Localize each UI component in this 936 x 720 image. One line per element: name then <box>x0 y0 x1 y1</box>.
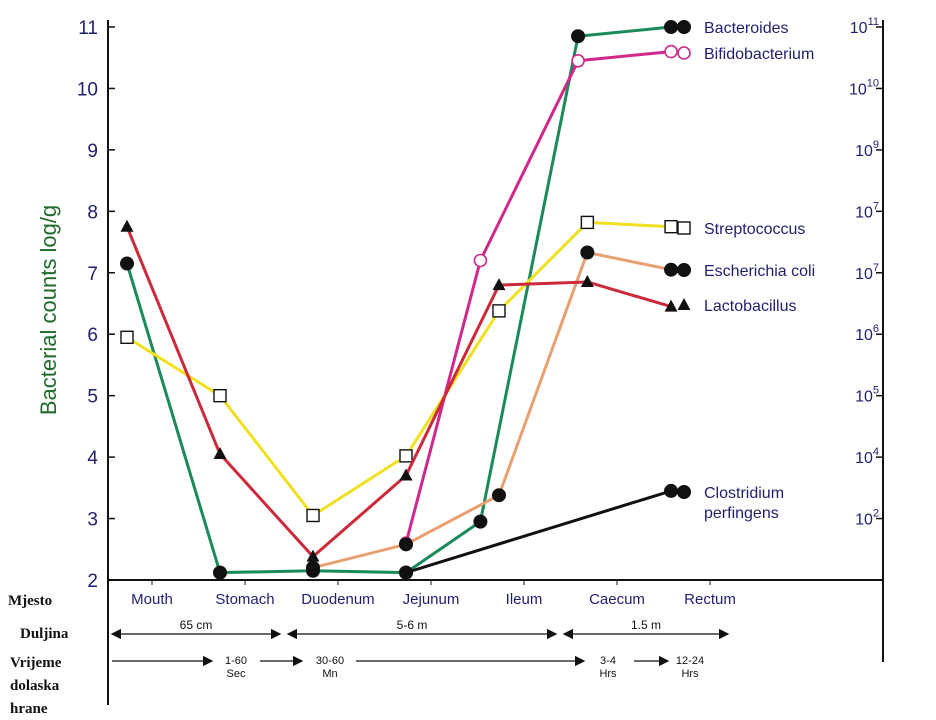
time-label-1-bottom: Sec <box>227 668 246 680</box>
legend-marker <box>677 298 691 310</box>
y-tick-label: 2 <box>87 571 98 592</box>
row-label-dolaska: dolaska <box>10 678 60 694</box>
y-axis-title: Bacterial counts log/g <box>36 205 61 415</box>
series-5 <box>399 483 679 580</box>
x-category-label: Jejunum <box>403 591 460 608</box>
length-label-oral: 65 cm <box>180 618 213 632</box>
data-point <box>492 304 506 318</box>
row-label-hrane: hrane <box>10 701 48 717</box>
y-tick-label: 9 <box>87 141 98 162</box>
legend-marker <box>677 20 691 34</box>
y-tick-label: 4 <box>87 448 98 469</box>
time-label-4-bottom: Hrs <box>681 668 699 680</box>
time-label-4-top: 12-24 <box>676 655 704 667</box>
data-point <box>664 299 678 312</box>
legend-label: perfingens <box>704 505 779 522</box>
legend-marker <box>677 46 691 60</box>
time-label-3-top: 3-4 <box>600 655 616 667</box>
right-tick-label: 104 <box>855 446 879 467</box>
time-label-3-bottom: Hrs <box>599 668 617 680</box>
x-category-label: Ileum <box>506 591 543 608</box>
data-point <box>120 330 134 344</box>
data-point <box>571 29 586 44</box>
y-tick-label: 7 <box>87 264 98 285</box>
data-point <box>492 488 506 503</box>
right-tick-label: 106 <box>855 323 879 344</box>
legend-marker <box>677 263 691 277</box>
length-label-small-intestine: 5-6 m <box>397 618 428 632</box>
y-tick-label: 11 <box>78 18 98 39</box>
right-tick-label: 107 <box>855 200 879 221</box>
legend-marker <box>677 485 691 499</box>
data-point <box>473 253 488 268</box>
data-point <box>399 449 413 463</box>
series-3 <box>306 245 679 575</box>
data-point <box>120 256 134 271</box>
legend-label: Bacteroides <box>704 20 789 37</box>
series-line <box>125 226 672 559</box>
y-tick-label: 10 <box>77 79 98 100</box>
data-point <box>492 278 506 291</box>
data-point <box>473 514 488 529</box>
data-point <box>213 565 227 580</box>
y-tick-label: 8 <box>87 202 98 223</box>
right-tick-label: 1011 <box>850 16 879 37</box>
data-point <box>213 388 227 403</box>
legend-label: Bifidobacterium <box>704 46 814 63</box>
data-point <box>580 215 595 230</box>
time-label-1-top: 1-60 <box>225 655 247 667</box>
right-tick-label: 109 <box>855 139 879 160</box>
legend-label: Clostridium <box>704 485 784 502</box>
length-label-colon: 1.5 m <box>631 618 661 632</box>
data-point <box>664 483 679 498</box>
data-point <box>664 20 679 34</box>
data-point <box>306 549 320 562</box>
legend-label: Lactobacillus <box>704 298 797 315</box>
data-point <box>399 468 413 481</box>
series-line <box>126 220 672 517</box>
row-label-duljina: Duljina <box>20 626 69 642</box>
right-tick-label: 105 <box>855 385 879 406</box>
right-tick-label: 1010 <box>849 77 879 98</box>
series-4 <box>120 219 678 562</box>
gut-info-table: Mjesto Duljina Vrijeme dolaska hrane 65 … <box>8 593 730 717</box>
series-line <box>405 489 672 575</box>
x-category-label: Mouth <box>131 591 173 608</box>
data-point <box>306 508 320 523</box>
data-point <box>580 245 595 260</box>
right-tick-label: 102 <box>855 508 879 529</box>
data-point <box>571 53 585 68</box>
data-point <box>306 560 320 575</box>
data-point <box>664 44 678 59</box>
legend-label: Streptococcus <box>704 221 805 238</box>
data-point <box>213 447 227 460</box>
x-category-label: Rectum <box>684 591 736 608</box>
data-point <box>399 537 413 552</box>
series-2 <box>120 215 678 523</box>
data-point <box>120 219 134 232</box>
row-label-mjesto: Mjesto <box>8 593 52 609</box>
row-label-vrijeme: Vrijeme <box>10 655 62 671</box>
x-category-label: Stomach <box>215 591 274 608</box>
series-line <box>125 25 672 575</box>
series-line <box>404 50 672 544</box>
data-point <box>399 565 413 580</box>
legend-label: Escherichia coli <box>704 263 815 280</box>
data-point <box>664 219 678 234</box>
legend-marker <box>677 221 691 235</box>
x-category-label: Duodenum <box>301 591 374 608</box>
y-tick-label: 6 <box>87 325 98 346</box>
data-point <box>664 262 679 277</box>
x-category-label: Caecum <box>589 591 645 608</box>
time-label-2-bottom: Mn <box>322 668 337 680</box>
series-0 <box>120 20 679 580</box>
y-tick-label: 5 <box>87 387 98 408</box>
y-tick-label: 3 <box>87 510 98 531</box>
right-tick-label: 107 <box>855 262 879 283</box>
time-label-2-top: 30-60 <box>316 655 344 667</box>
data-point <box>580 274 594 287</box>
